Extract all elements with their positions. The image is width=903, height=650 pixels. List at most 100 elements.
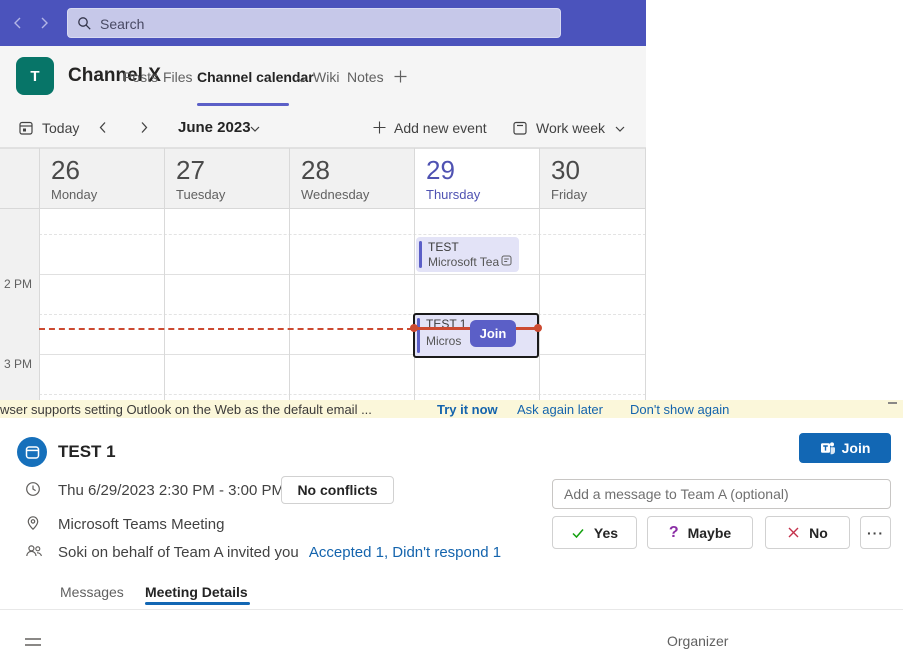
try-it-now-link[interactable]: Try it now (437, 402, 498, 417)
organizer-label: Organizer (667, 633, 729, 649)
event-accent-bar (419, 241, 422, 268)
search-icon (77, 16, 92, 31)
calendar-toolbar (0, 108, 646, 148)
meeting-location: Microsoft Teams Meeting (58, 516, 225, 533)
day-number: 30 (551, 155, 580, 185)
add-new-event-button[interactable]: Add new event (394, 120, 487, 136)
no-conflicts-button[interactable]: No conflicts (281, 476, 394, 504)
join-button-label: Join (841, 440, 871, 456)
time-gutter (0, 208, 39, 400)
more-options-button[interactable]: ··· (860, 516, 891, 549)
day-number: 29 (426, 155, 455, 185)
grid-line (39, 354, 646, 355)
dont-show-again-link[interactable]: Don't show again (630, 402, 730, 417)
event-test[interactable]: TEST Microsoft Tea (416, 237, 519, 272)
grid-line (414, 148, 415, 400)
active-tab-underline (197, 103, 289, 106)
notification-message: wser supports setting Outlook on the Web… (0, 402, 372, 417)
event-join-button[interactable]: Join (470, 320, 516, 347)
invite-row: Soki on behalf of Team A invited you Acc… (58, 544, 501, 561)
meeting-calendar-icon (17, 437, 47, 467)
yes-label: Yes (593, 524, 619, 541)
tab-notes[interactable]: Notes (347, 69, 384, 85)
search-box[interactable] (67, 8, 561, 39)
tab-files[interactable]: Files (163, 69, 193, 85)
time-label-3pm: 3 PM (3, 357, 32, 371)
month-picker[interactable]: June 2023 (178, 119, 251, 136)
grid-line (0, 148, 646, 149)
grid-line (0, 208, 646, 209)
tab-posts[interactable]: Posts (123, 69, 159, 85)
today-button[interactable]: Today (42, 120, 80, 136)
chevron-down-icon[interactable] (296, 74, 307, 85)
teams-logo-icon (820, 440, 836, 456)
clock-icon (25, 481, 41, 497)
previous-week-icon[interactable] (96, 120, 110, 135)
question-icon: ? (668, 523, 679, 541)
ask-again-later-link[interactable]: Ask again later (517, 402, 603, 417)
channel-header (0, 46, 646, 108)
grid-line (39, 148, 40, 400)
no-label: No (809, 524, 828, 541)
event-title: TEST (428, 240, 459, 254)
rsvp-maybe-button[interactable]: ? Maybe (647, 516, 753, 549)
app-top-bar (0, 0, 646, 46)
responses-link[interactable]: Accepted 1, Didn't respond 1 (308, 544, 502, 561)
location-icon (25, 515, 41, 531)
today-column-highlight (414, 148, 539, 208)
check-icon (571, 526, 585, 540)
notification-bar: wser supports setting Outlook on the Web… (0, 400, 903, 418)
grid-line (39, 234, 646, 235)
tab-messages[interactable]: Messages (60, 584, 124, 600)
view-switcher[interactable]: Work week (536, 120, 605, 136)
grid-line (645, 148, 646, 400)
maybe-label: Maybe (687, 524, 732, 541)
day-number: 26 (51, 155, 80, 185)
rsvp-yes-button[interactable]: Yes (552, 516, 637, 549)
meeting-note-icon (501, 255, 512, 266)
dismiss-icon[interactable] (888, 402, 897, 404)
event-subtitle: Micros (426, 334, 462, 348)
forward-icon[interactable] (36, 15, 52, 31)
add-tab-icon[interactable] (393, 69, 408, 84)
day-name: Wednesday (301, 187, 370, 202)
channel-title: Channel X (68, 65, 161, 86)
event-subtitle: Microsoft Tea (428, 255, 500, 269)
grid-line (539, 148, 540, 400)
details-divider (0, 609, 903, 610)
rsvp-message-input[interactable] (552, 479, 891, 509)
event-accent-bar (417, 318, 420, 353)
grid-line (39, 274, 646, 275)
search-input[interactable] (98, 9, 552, 39)
work-week-icon[interactable] (512, 120, 528, 136)
channel-avatar[interactable]: T (16, 57, 54, 95)
meeting-title: TEST 1 (58, 442, 116, 461)
day-name: Monday (51, 187, 98, 202)
invited-by-text: Soki on behalf of Team A invited you (58, 544, 299, 561)
grid-line (39, 314, 646, 315)
x-icon (787, 526, 800, 539)
time-label-2pm: 2 PM (3, 277, 32, 291)
view-chevron-down-icon[interactable] (614, 123, 626, 135)
rsvp-no-button[interactable]: No (765, 516, 850, 549)
current-time-line-dashed (39, 328, 413, 330)
day-name: Thursday (426, 187, 481, 202)
tab-channel-calendar[interactable]: Channel calendar (197, 69, 314, 85)
tab-wiki[interactable]: Wiki (313, 69, 340, 85)
tab-meeting-details[interactable]: Meeting Details (145, 584, 248, 600)
next-week-icon[interactable] (137, 120, 151, 135)
plus-icon[interactable] (372, 120, 387, 135)
details-active-tab-underline (145, 602, 250, 605)
calendar-today-icon[interactable] (18, 120, 34, 136)
back-icon[interactable] (10, 15, 26, 31)
people-icon (25, 543, 43, 559)
day-name: Friday (551, 187, 588, 202)
join-meeting-button[interactable]: Join (799, 433, 891, 463)
grid-line (164, 148, 165, 400)
grid-line (39, 394, 646, 395)
agenda-icon (25, 638, 41, 650)
grid-line (289, 148, 290, 400)
month-chevron-down-icon[interactable] (249, 123, 261, 135)
day-number: 27 (176, 155, 205, 185)
